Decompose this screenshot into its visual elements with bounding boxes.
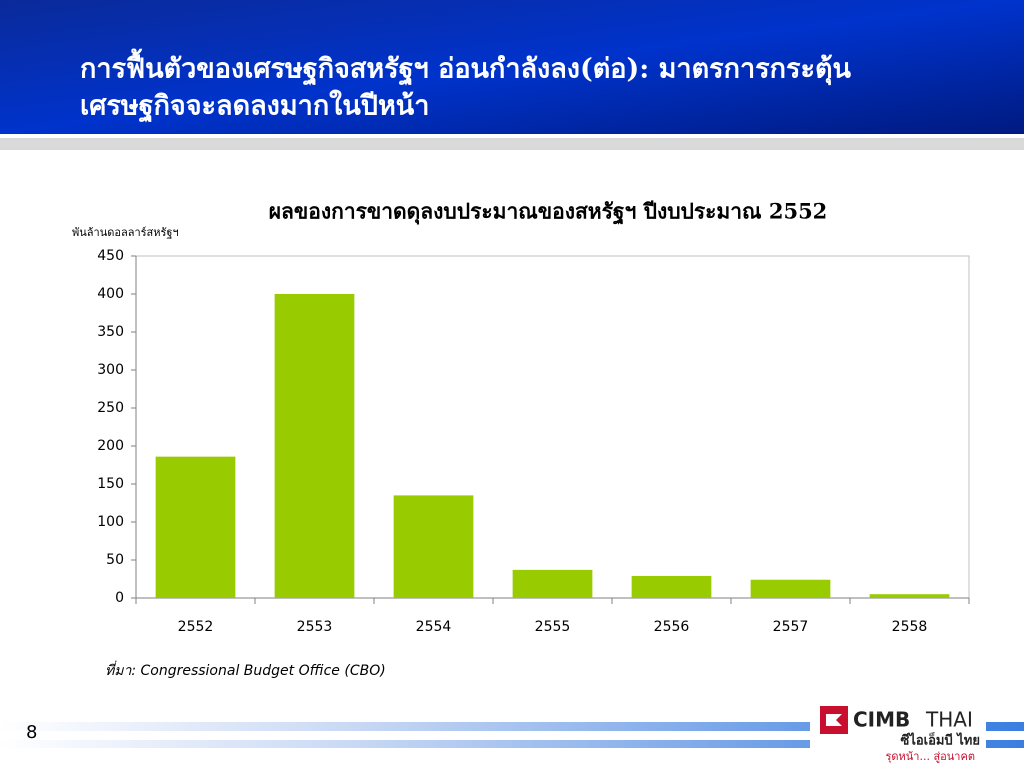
y-tick-label: 400: [97, 286, 124, 302]
x-tick-label: 2556: [654, 619, 690, 635]
bar: [512, 569, 593, 598]
y-tick-label: 100: [97, 514, 124, 530]
bar: [274, 294, 355, 598]
y-tick-label: 200: [97, 438, 124, 454]
bar: [750, 579, 831, 598]
bar: [155, 456, 236, 598]
y-tick-label: 300: [97, 362, 124, 378]
logo-brand: CIMB: [853, 708, 910, 732]
bar: [393, 495, 474, 598]
slide-title: เศรษฐกิจจะลดลงมากในปีหน้า: [80, 90, 429, 124]
plot-area: [135, 255, 970, 599]
y-tick-label: 450: [97, 248, 124, 264]
footer-stripe: [0, 740, 1024, 748]
y-tick-label: 350: [97, 324, 124, 340]
x-tick-label: 2552: [178, 619, 214, 635]
x-tick-label: 2558: [892, 619, 928, 635]
logo-slogan: รุดหน้า... สู่อนาคต: [885, 750, 975, 763]
footer-stripe: [0, 722, 1024, 731]
logo-brand-suffix: THAI: [925, 708, 973, 732]
y-axis-label: พันล้านดอลลาร์สหรัฐฯ: [72, 226, 179, 239]
y-tick-label: 0: [115, 590, 124, 606]
x-tick-label: 2554: [416, 619, 452, 635]
x-tick-label: 2555: [535, 619, 571, 635]
header-band: [0, 0, 1024, 134]
page-number: 8: [26, 722, 37, 743]
bar: [869, 594, 950, 598]
y-tick-label: 50: [106, 552, 124, 568]
header-shadow: [0, 138, 1024, 150]
logo-thai-name: ซีไอเอ็มบี ไทย: [901, 731, 981, 749]
x-tick-label: 2553: [297, 619, 333, 635]
bar: [631, 575, 712, 598]
slide-title: การฟื้นตัวของเศรษฐกิจสหรัฐฯ อ่อนกำลังลง(…: [80, 48, 852, 87]
logo-icon-mark: [826, 714, 842, 726]
source-note: ที่มา: Congressional Budget Office (CBO): [105, 660, 386, 679]
y-tick-label: 150: [97, 476, 124, 492]
chart-title: ผลของการขาดดุลงบประมาณของสหรัฐฯ ปีงบประม…: [269, 199, 828, 226]
y-tick-label: 250: [97, 400, 124, 416]
x-tick-label: 2557: [773, 619, 809, 635]
